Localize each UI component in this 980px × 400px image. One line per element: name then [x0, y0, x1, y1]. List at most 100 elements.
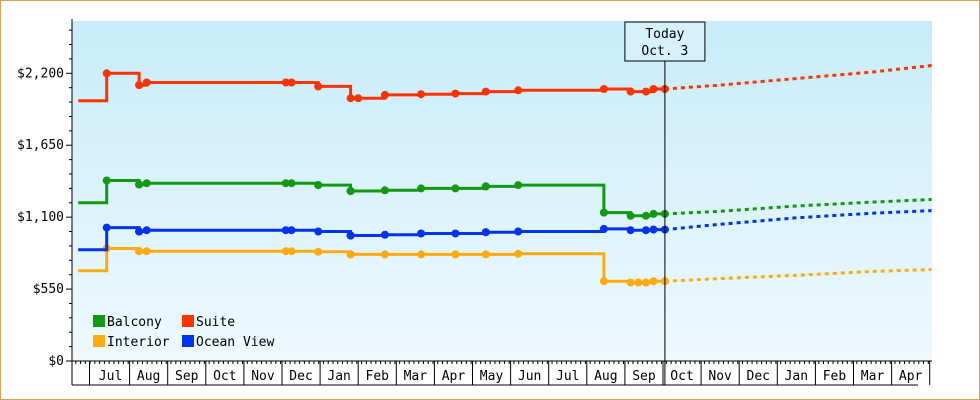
data-point	[451, 184, 460, 193]
legend-swatch	[182, 335, 194, 347]
data-point	[287, 179, 296, 188]
y-tick-label: $0	[48, 354, 64, 369]
data-point	[599, 85, 608, 93]
data-point	[481, 182, 490, 191]
data-point	[649, 225, 658, 234]
data-point	[514, 181, 523, 190]
data-point	[380, 250, 389, 259]
data-point	[417, 250, 426, 259]
data-point	[641, 278, 650, 287]
data-point	[142, 226, 151, 235]
today-marker: Today Oct. 3	[624, 21, 706, 385]
data-point	[281, 179, 290, 188]
y-tick-label: $1,100	[17, 210, 64, 225]
data-point	[314, 82, 323, 91]
x-tick-label: Apr	[899, 369, 923, 384]
today-label-line: Oct. 3	[641, 44, 688, 59]
x-tick-label: Feb	[366, 369, 390, 384]
x-tick-label: Sep	[632, 369, 656, 384]
series-interior	[78, 244, 932, 287]
data-point	[346, 231, 355, 240]
legend-label: Interior	[107, 335, 170, 350]
x-tick-label: Nov	[708, 369, 732, 384]
data-point	[346, 250, 355, 259]
data-point	[481, 228, 490, 237]
data-point	[314, 227, 323, 236]
data-point	[626, 211, 635, 220]
data-point	[634, 278, 643, 287]
data-point	[135, 180, 144, 189]
data-point	[481, 250, 490, 259]
data-point	[380, 90, 389, 99]
legend-swatch	[93, 335, 105, 347]
data-point	[314, 181, 323, 190]
legend-swatch	[93, 315, 105, 327]
x-tick-label: May	[480, 369, 504, 384]
x-tick-label: Jul	[556, 369, 579, 384]
data-point	[514, 86, 523, 95]
series-balcony	[78, 176, 932, 220]
x-tick-label: Nov	[251, 369, 275, 384]
legend-item-ocean-view: Ocean View	[182, 335, 274, 350]
x-tick-label: Feb	[823, 369, 847, 384]
data-point	[287, 78, 296, 87]
data-point	[514, 249, 523, 258]
data-point	[346, 94, 355, 103]
data-point	[451, 250, 460, 259]
series-forecast-line	[664, 268, 932, 283]
data-point	[135, 247, 144, 256]
series-suite	[78, 64, 932, 103]
data-point	[102, 176, 111, 185]
data-point	[599, 224, 608, 233]
data-point	[287, 247, 296, 256]
legend-label: Ocean View	[196, 335, 274, 350]
data-point	[135, 81, 144, 90]
legend-item-balcony: Balcony	[93, 315, 162, 330]
data-point	[102, 69, 111, 78]
data-point	[649, 209, 658, 218]
y-tick-label: $1,650	[17, 138, 64, 153]
data-point	[626, 226, 635, 235]
legend: Suite Balcony Ocean View Interior	[93, 315, 274, 350]
data-point	[451, 89, 460, 98]
data-point	[599, 277, 608, 286]
y-tick-label: $2,200	[17, 66, 64, 81]
x-tick-label: Jul	[99, 369, 122, 384]
today-box	[624, 21, 706, 62]
data-point	[417, 229, 426, 238]
x-tick-label: Mar	[404, 369, 428, 384]
series-ocean-view	[78, 209, 932, 252]
data-point	[626, 278, 635, 287]
data-point	[417, 90, 426, 99]
x-tick-label: Sep	[175, 369, 199, 384]
data-point	[281, 247, 290, 256]
data-point	[142, 179, 151, 188]
x-tick-label: Oct	[670, 369, 693, 384]
legend-label: Balcony	[107, 315, 162, 330]
today-label-line: Today	[645, 27, 684, 42]
legend-item-suite: Suite	[182, 315, 235, 330]
x-tick-label: Oct	[213, 369, 236, 384]
x-tick-label: Mar	[861, 369, 885, 384]
data-point	[599, 208, 608, 217]
series-forecast-line	[664, 64, 932, 91]
y-tick-label: $550	[33, 282, 64, 297]
data-point	[354, 94, 363, 103]
x-tick-label: Jan	[785, 369, 808, 384]
data-point	[417, 184, 426, 193]
data-point	[641, 87, 650, 96]
data-point	[281, 226, 290, 235]
x-tick-label: Aug	[594, 369, 617, 384]
x-tick-label: Aug	[137, 369, 160, 384]
data-point	[481, 87, 490, 96]
data-point	[135, 227, 144, 236]
data-point	[380, 230, 389, 239]
legend-item-interior: Interior	[93, 335, 170, 350]
data-point	[514, 227, 523, 236]
legend-label: Suite	[196, 315, 235, 330]
data-point	[102, 223, 111, 232]
plot-area	[72, 21, 932, 361]
data-point	[641, 226, 650, 235]
x-tick-label: Dec	[747, 369, 770, 384]
